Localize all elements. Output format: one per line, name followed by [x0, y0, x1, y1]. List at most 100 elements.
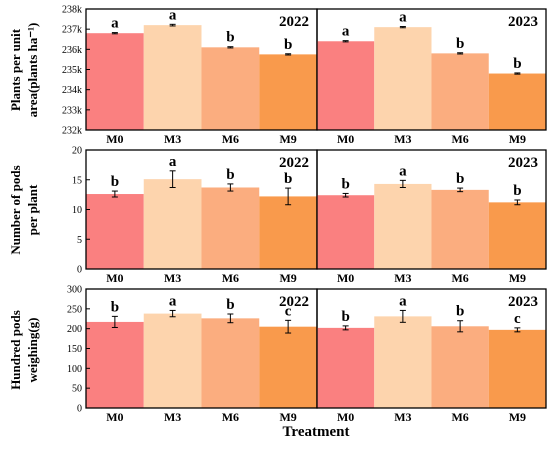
y-tick-label-plants-2022-1: 233k [62, 105, 82, 116]
significance-letter-pods-2022-M9: b [284, 171, 292, 187]
y-tick-label-weight-2022-4: 200 [67, 324, 82, 335]
x-tick-label-pods-2023-M6: M6 [451, 271, 468, 285]
y-tick-label-weight-2022-6: 300 [67, 285, 82, 296]
x-tick-label-pods-2022-M3: M3 [164, 271, 181, 285]
error-bar-pods-2022-M9 [285, 187, 292, 206]
bar-weight-2023-M0 [317, 327, 375, 408]
panel-pods-2022: b a b b 0 5 10 15 20 2022 M0 M3 M6 M9 [72, 146, 318, 285]
panel-frame-weight-2023 [316, 288, 547, 409]
error-bar-pods-2022-M0 [111, 190, 118, 198]
bar-weight-2022-M3 [143, 313, 202, 408]
y-tick-label-weight-2022-3: 150 [67, 344, 82, 355]
significance-letter-plants-2023-M0: a [342, 24, 350, 40]
error-bar-plants-2022-M0 [111, 32, 118, 35]
y-tick-label-pods-2022-0: 0 [77, 265, 82, 276]
significance-letter-plants-2022-M3: a [169, 7, 177, 23]
panel-pods-2023: b a b b 2023 M0 M3 M6 M9 [316, 149, 547, 285]
error-bar-plants-2022-M9 [285, 53, 292, 56]
significance-letter-weight-2023-M0: b [341, 309, 349, 325]
bar-pods-2022-M9 [259, 196, 317, 269]
significance-letter-weight-2023-M9: c [514, 311, 521, 327]
significance-letter-pods-2023-M6: b [456, 171, 464, 187]
y-tick-label-plants-2022-3: 235k [62, 65, 82, 76]
y-tick-label-pods-2022-4: 20 [72, 146, 82, 157]
significance-letter-plants-2023-M3: a [399, 10, 407, 26]
panel-frame-plants-2023 [316, 8, 547, 131]
y-tick-label-pods-2022-3: 15 [72, 175, 82, 186]
x-tick-label-pods-2023-M9: M9 [509, 271, 526, 285]
bar-plants-2023-M0 [317, 41, 375, 131]
bar-plants-2022-M0 [86, 33, 144, 131]
bar-plants-2022-M3 [143, 25, 202, 131]
error-bar-weight-2022-M3 [169, 309, 176, 318]
bar-weight-2022-M0 [86, 321, 144, 408]
x-tick-label-plants-2023-M6: M6 [451, 132, 468, 146]
x-tick-label-plants-2023-M3: M3 [394, 132, 411, 146]
error-bar-pods-2022-M6 [227, 183, 234, 192]
bar-pods-2023-M6 [431, 189, 489, 269]
error-bar-weight-2023-M0 [342, 325, 349, 331]
significance-letter-weight-2022-M6: b [226, 297, 234, 313]
bar-weight-2022-M9 [259, 326, 317, 408]
panel-plants-2022: a a b b 232k 233k 234k 235k 236k 237k 238k 2022 M0 M3… [62, 5, 318, 146]
significance-letter-pods-2023-M0: b [341, 176, 349, 192]
panel-year-plants-2022: 2022 [279, 14, 309, 30]
error-bar-pods-2023-M6 [457, 187, 464, 193]
bar-pods-2022-M0 [86, 194, 144, 269]
significance-letter-weight-2022-M9: c [285, 303, 292, 319]
significance-letter-pods-2022-M3: a [169, 154, 177, 170]
x-tick-label-plants-2023-M9: M9 [509, 132, 526, 146]
x-tick-label-weight-2023-M9: M9 [509, 410, 526, 424]
significance-letter-plants-2023-M6: b [456, 36, 464, 52]
error-bar-pods-2023-M3 [399, 179, 406, 188]
x-tick-label-plants-2022-M9: M9 [279, 132, 296, 146]
x-tick-label-pods-2023-M0: M0 [337, 271, 354, 285]
x-tick-label-weight-2022-M0: M0 [106, 410, 123, 424]
significance-letter-plants-2023-M9: b [513, 56, 521, 72]
y-tick-label-weight-2022-0: 0 [77, 404, 82, 415]
error-bar-pods-2023-M9 [514, 199, 521, 206]
bar-plants-2022-M9 [259, 54, 317, 130]
panel-plants-2023: a a b b 2023 M0 M3 M6 M9 [316, 8, 547, 146]
x-tick-label-plants-2022-M0: M0 [106, 132, 123, 146]
bar-pods-2022-M3 [143, 179, 202, 269]
y-tick-label-weight-2022-2: 100 [67, 364, 82, 375]
panel-year-weight-2023: 2023 [508, 294, 538, 310]
x-tick-label-weight-2023-M3: M3 [394, 410, 411, 424]
error-bar-weight-2023-M6 [457, 320, 464, 333]
bar-weight-2023-M3 [374, 316, 432, 408]
x-tick-label-plants-2023-M0: M0 [337, 132, 354, 146]
y-tick-label-plants-2022-5: 237k [62, 25, 82, 36]
bar-weight-2022-M6 [201, 318, 260, 408]
x-axis-label-treatment: Treatment [282, 424, 350, 440]
error-bar-weight-2023-M9 [514, 327, 521, 333]
error-bar-pods-2023-M0 [342, 192, 349, 198]
y-tick-label-plants-2022-0: 232k [62, 126, 82, 137]
significance-letter-weight-2023-M6: b [456, 304, 464, 320]
bar-plants-2023-M3 [374, 27, 432, 130]
error-bar-weight-2022-M9 [285, 319, 292, 334]
error-bar-plants-2023-M6 [457, 52, 464, 55]
bar-plants-2023-M9 [488, 73, 546, 130]
significance-letter-pods-2022-M6: b [226, 167, 234, 183]
bar-pods-2023-M9 [488, 202, 546, 269]
error-bar-plants-2023-M3 [399, 26, 406, 29]
y-tick-label-plants-2022-2: 234k [62, 85, 82, 96]
y-tick-label-plants-2022-6: 238k [62, 5, 82, 16]
error-bar-plants-2023-M0 [342, 40, 349, 43]
error-bar-pods-2022-M3 [169, 170, 176, 188]
panel-year-plants-2023: 2023 [508, 14, 538, 30]
bar-plants-2023-M6 [431, 53, 489, 130]
error-bar-weight-2022-M0 [111, 315, 118, 328]
significance-letter-weight-2022-M3: a [169, 293, 177, 309]
significance-letter-plants-2022-M0: a [111, 16, 119, 32]
error-bar-plants-2022-M6 [227, 46, 234, 49]
error-bar-plants-2023-M9 [514, 72, 521, 75]
significance-letter-pods-2022-M0: b [111, 174, 119, 190]
bar-weight-2023-M9 [488, 329, 546, 408]
significance-letter-weight-2023-M3: a [399, 293, 407, 309]
y-tick-label-plants-2022-4: 236k [62, 45, 82, 56]
bar-plants-2022-M6 [201, 47, 260, 130]
